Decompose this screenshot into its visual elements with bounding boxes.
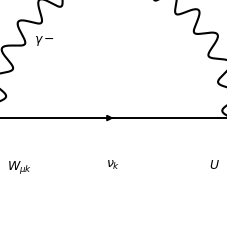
Text: $W_{\mu k}$: $W_{\mu k}$	[7, 159, 32, 176]
Text: $\gamma -$: $\gamma -$	[34, 34, 55, 48]
Text: $U$: $U$	[209, 159, 220, 172]
Text: $\nu_k$: $\nu_k$	[106, 159, 121, 172]
